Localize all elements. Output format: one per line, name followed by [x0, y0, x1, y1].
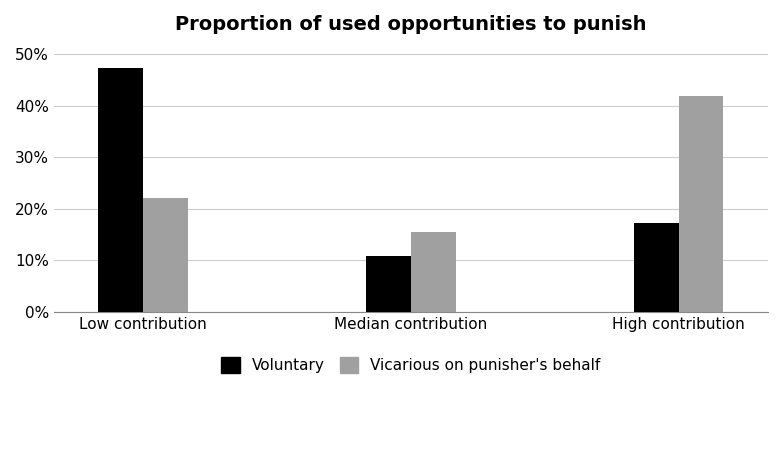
Legend: Voluntary, Vicarious on punisher's behalf: Voluntary, Vicarious on punisher's behal…: [215, 351, 607, 379]
Bar: [634, 223, 679, 312]
Title: Proportion of used opportunities to punish: Proportion of used opportunities to puni…: [175, 15, 647, 34]
Bar: [99, 68, 143, 312]
Bar: [366, 256, 411, 312]
Bar: [411, 232, 456, 312]
Bar: [143, 198, 188, 312]
Bar: [679, 96, 723, 312]
